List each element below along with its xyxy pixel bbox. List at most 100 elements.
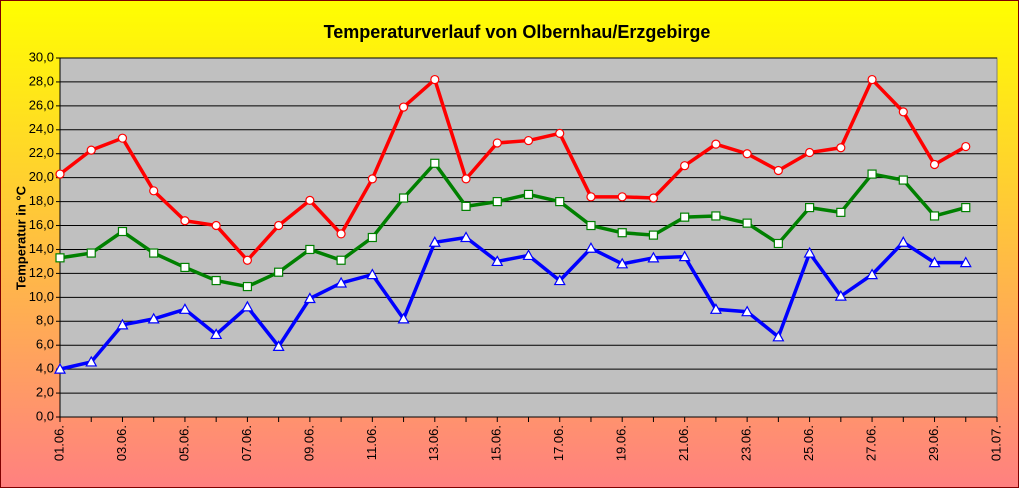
y-axis-title: Temperatur in °C: [13, 185, 28, 290]
marker: [678, 250, 691, 262]
y-tick-label: 6,0: [36, 337, 54, 352]
marker: [523, 135, 534, 146]
marker: [460, 231, 473, 243]
marker: [680, 161, 690, 171]
marker: [461, 174, 471, 184]
marker: [898, 107, 908, 117]
marker: [461, 201, 471, 211]
x-tick-label: 15.06.: [489, 425, 504, 461]
marker: [428, 236, 441, 247]
marker: [335, 276, 348, 288]
marker: [522, 249, 535, 261]
chart-title: Temperaturverlauf von Olbernhau/Erzgebir…: [324, 22, 711, 42]
marker: [898, 175, 908, 185]
marker: [617, 192, 627, 202]
marker: [553, 274, 566, 286]
marker: [336, 255, 346, 265]
x-tick-label: 19.06.: [614, 425, 629, 461]
marker: [773, 238, 783, 249]
x-tick-label: 05.06.: [176, 425, 191, 461]
x-tick-label: 09.06.: [301, 425, 316, 461]
marker: [647, 251, 660, 263]
marker: [961, 202, 971, 213]
y-tick-label: 24,0: [29, 121, 54, 136]
marker: [272, 340, 285, 351]
y-tick-label: 28,0: [29, 73, 54, 88]
marker: [584, 242, 597, 253]
marker: [586, 192, 596, 202]
marker: [180, 216, 190, 226]
marker: [211, 275, 221, 286]
y-tick-label: 14,0: [29, 241, 54, 256]
marker: [586, 220, 596, 231]
marker: [491, 255, 504, 267]
marker: [147, 312, 160, 324]
y-tick-label: 2,0: [36, 385, 54, 400]
marker: [929, 159, 940, 170]
marker: [648, 193, 659, 203]
x-tick-label: 01.06.: [51, 425, 66, 461]
marker: [773, 165, 783, 176]
marker: [242, 281, 252, 292]
marker: [492, 138, 502, 148]
marker: [711, 211, 721, 221]
marker: [178, 303, 191, 314]
marker: [836, 207, 846, 217]
marker: [86, 145, 96, 155]
marker: [398, 193, 409, 203]
y-tick-label: 26,0: [29, 97, 54, 112]
marker: [803, 246, 816, 258]
y-tick-label: 10,0: [29, 289, 54, 304]
series-line: [58, 76, 967, 263]
y-tick-label: 18,0: [29, 193, 54, 208]
x-tick-label: 13.06.: [426, 425, 441, 461]
marker: [680, 212, 690, 222]
marker: [617, 228, 627, 238]
marker: [117, 226, 128, 237]
marker: [959, 256, 972, 268]
marker: [305, 195, 315, 206]
marker: [523, 189, 534, 200]
marker: [804, 147, 815, 158]
x-tick-label: 27.06.: [864, 425, 879, 461]
marker: [55, 253, 65, 263]
marker: [367, 232, 377, 243]
marker: [149, 248, 159, 258]
marker: [85, 355, 98, 367]
marker: [274, 267, 284, 277]
y-tick-label: 30,0: [29, 49, 54, 64]
marker: [180, 262, 190, 273]
marker: [834, 289, 847, 301]
x-tick-label: 21.06.: [676, 425, 691, 461]
marker: [709, 303, 722, 314]
y-tick-label: 4,0: [36, 361, 54, 376]
marker: [116, 318, 129, 330]
marker: [117, 133, 128, 143]
x-tick-label: 07.06.: [239, 425, 254, 461]
marker: [336, 229, 346, 239]
y-tick-label: 22,0: [29, 145, 54, 160]
marker: [210, 328, 223, 340]
marker: [274, 220, 284, 231]
marker: [929, 211, 940, 221]
marker: [648, 230, 659, 240]
marker: [149, 186, 159, 196]
marker: [305, 244, 315, 255]
marker: [961, 141, 971, 152]
marker: [742, 149, 752, 159]
marker: [241, 300, 254, 312]
marker: [303, 292, 316, 304]
marker: [616, 257, 629, 269]
series-line: [59, 235, 966, 371]
marker: [741, 305, 754, 317]
marker: [430, 74, 440, 85]
marker: [804, 202, 815, 213]
series-line: [59, 160, 967, 289]
y-tick-label: 0,0: [36, 408, 54, 423]
marker: [555, 128, 565, 138]
marker: [55, 169, 65, 179]
marker: [211, 220, 221, 231]
x-tick-label: 25.06.: [801, 425, 816, 461]
marker: [928, 256, 941, 268]
